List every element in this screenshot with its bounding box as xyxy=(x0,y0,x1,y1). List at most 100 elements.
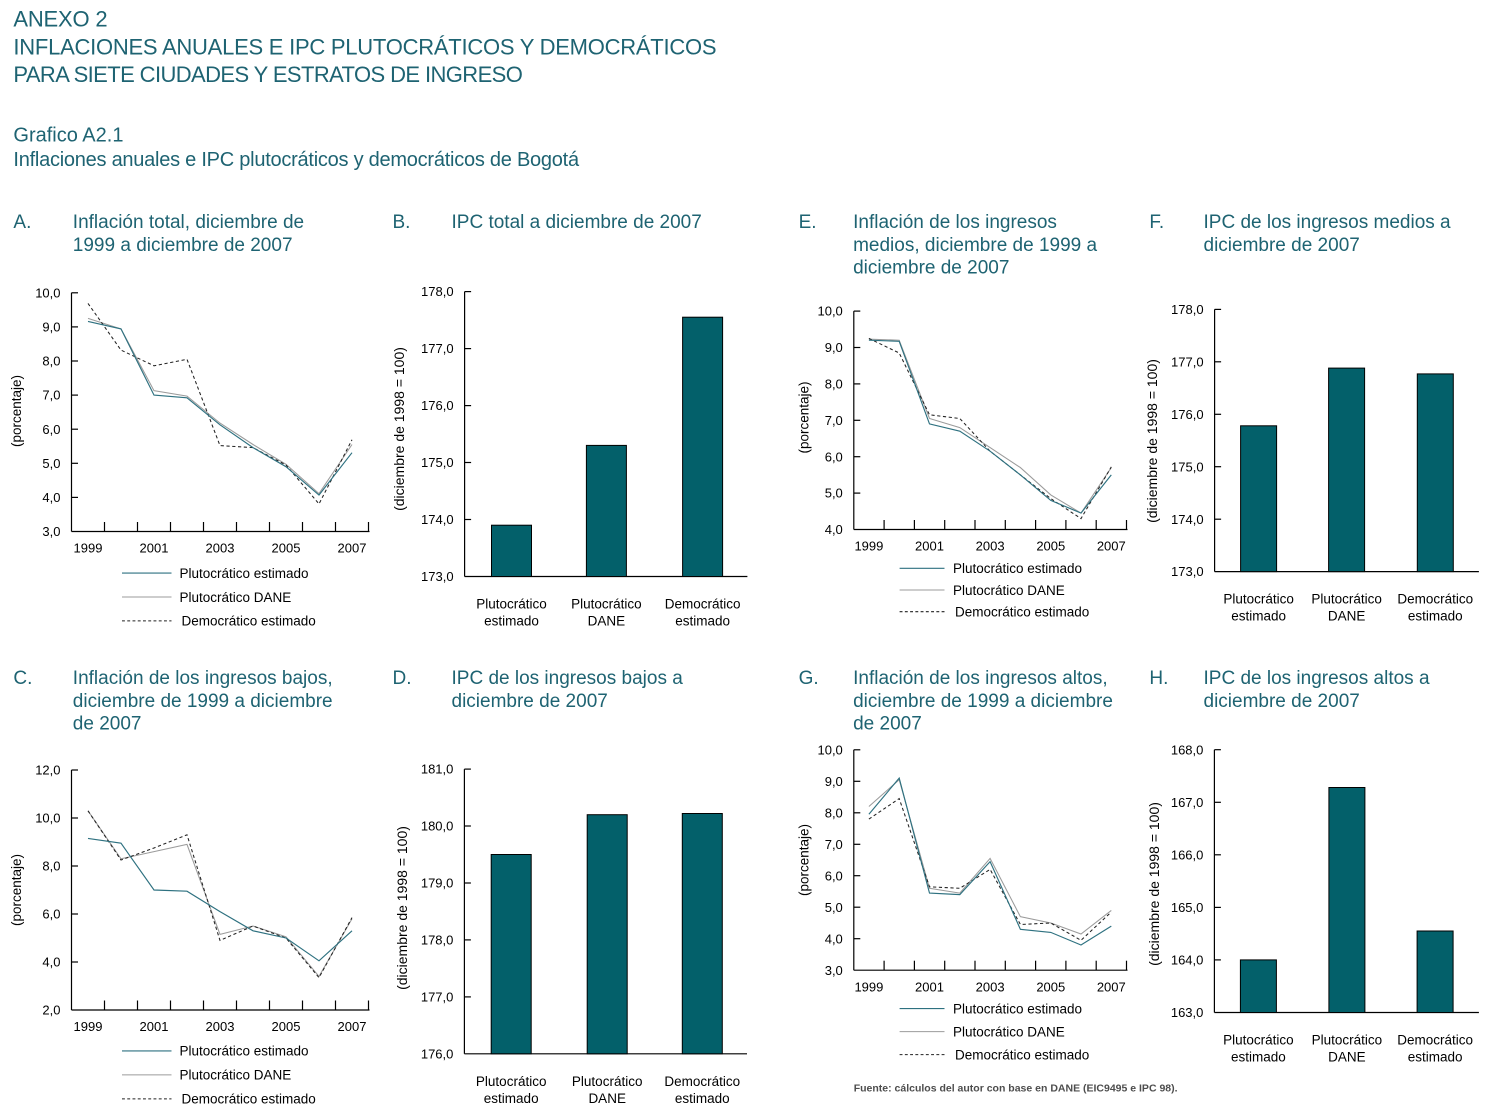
svg-text:5,0: 5,0 xyxy=(825,900,843,915)
svg-text:173,0: 173,0 xyxy=(421,569,454,584)
svg-text:diciembre de 1999 a diciembre: diciembre de 1999 a diciembre xyxy=(73,691,333,712)
svg-text:174,0: 174,0 xyxy=(421,512,454,527)
svg-text:2007: 2007 xyxy=(1097,979,1126,994)
svg-text:176,0: 176,0 xyxy=(421,1046,454,1061)
svg-text:2001: 2001 xyxy=(140,1019,169,1034)
svg-text:(diciembre de 1998 = 100): (diciembre de 1998 = 100) xyxy=(391,347,407,511)
svg-text:C.: C. xyxy=(13,668,32,689)
svg-text:Inflación total, diciembre de: Inflación total, diciembre de xyxy=(73,212,304,233)
svg-text:diciembre de 2007: diciembre de 2007 xyxy=(853,258,1009,279)
svg-text:Plutocrático DANE: Plutocrático DANE xyxy=(180,590,292,605)
svg-text:8,0: 8,0 xyxy=(42,354,60,369)
svg-text:5,0: 5,0 xyxy=(42,456,60,471)
svg-text:9,0: 9,0 xyxy=(825,774,843,789)
svg-text:1999: 1999 xyxy=(74,1019,103,1034)
svg-text:(porcentaje): (porcentaje) xyxy=(9,854,24,926)
svg-text:165,0: 165,0 xyxy=(1171,900,1204,915)
svg-text:de 2007: de 2007 xyxy=(853,714,922,735)
svg-text:8,0: 8,0 xyxy=(42,859,60,874)
svg-text:IPC total a diciembre de 2007: IPC total a diciembre de 2007 xyxy=(452,212,702,233)
svg-text:DANE: DANE xyxy=(1328,609,1366,624)
svg-text:9,0: 9,0 xyxy=(825,340,843,355)
svg-text:1999: 1999 xyxy=(854,979,883,994)
svg-text:2005: 2005 xyxy=(1036,539,1065,554)
svg-text:2007: 2007 xyxy=(1097,539,1126,554)
svg-text:Plutocrático: Plutocrático xyxy=(1311,592,1382,607)
svg-text:E.: E. xyxy=(799,212,817,233)
svg-text:diciembre de 2007: diciembre de 2007 xyxy=(1204,235,1360,256)
svg-text:164,0: 164,0 xyxy=(1171,953,1204,968)
svg-text:2003: 2003 xyxy=(206,1019,235,1034)
svg-text:176,0: 176,0 xyxy=(1171,407,1204,422)
svg-text:Plutocrático estimado: Plutocrático estimado xyxy=(953,561,1082,576)
svg-text:Plutocrático DANE: Plutocrático DANE xyxy=(953,583,1065,598)
svg-text:de 2007: de 2007 xyxy=(73,714,142,735)
svg-text:163,0: 163,0 xyxy=(1171,1005,1204,1020)
svg-text:diciembre de 2007: diciembre de 2007 xyxy=(1204,691,1360,712)
svg-text:Inflaciones anuales e IPC plut: Inflaciones anuales e IPC plutocráticos … xyxy=(13,149,580,171)
svg-text:167,0: 167,0 xyxy=(1171,795,1204,810)
svg-text:H.: H. xyxy=(1149,668,1168,689)
svg-text:6,0: 6,0 xyxy=(825,449,843,464)
svg-text:DANE: DANE xyxy=(588,1091,626,1106)
svg-text:2003: 2003 xyxy=(976,539,1005,554)
svg-text:178,0: 178,0 xyxy=(1171,302,1204,317)
svg-text:Plutocrático: Plutocrático xyxy=(476,1074,547,1089)
svg-text:A.: A. xyxy=(13,212,31,233)
svg-text:2001: 2001 xyxy=(140,541,169,556)
svg-text:estimado: estimado xyxy=(675,613,730,628)
svg-text:IPC de los ingresos altos a: IPC de los ingresos altos a xyxy=(1204,668,1430,689)
svg-text:1999: 1999 xyxy=(74,541,103,556)
svg-text:6,0: 6,0 xyxy=(42,422,60,437)
svg-text:Plutocrático: Plutocrático xyxy=(476,596,547,611)
svg-text:Democrático: Democrático xyxy=(665,596,741,611)
svg-text:estimado: estimado xyxy=(484,613,539,628)
svg-text:Grafico A2.1: Grafico A2.1 xyxy=(13,124,123,146)
svg-text:Inflación de los ingresos bajo: Inflación de los ingresos bajos, xyxy=(73,668,333,689)
svg-text:Democrático estimado: Democrático estimado xyxy=(955,605,1089,620)
svg-text:INFLACIONES ANUALES E IPC PLUT: INFLACIONES ANUALES E IPC PLUTOCRÁTICOS … xyxy=(13,35,716,60)
svg-text:Democrático: Democrático xyxy=(664,1074,740,1089)
svg-text:Plutocrático: Plutocrático xyxy=(571,596,642,611)
svg-text:estimado: estimado xyxy=(1408,609,1463,624)
svg-text:Democrático estimado: Democrático estimado xyxy=(955,1047,1089,1062)
svg-text:Plutocrático estimado: Plutocrático estimado xyxy=(953,1001,1082,1016)
svg-text:PARA SIETE CIUDADES Y ESTRATOS: PARA SIETE CIUDADES Y ESTRATOS DE INGRES… xyxy=(13,62,522,87)
svg-text:6,0: 6,0 xyxy=(825,868,843,883)
svg-text:2005: 2005 xyxy=(272,1019,301,1034)
svg-text:178,0: 178,0 xyxy=(421,933,454,948)
svg-text:10,0: 10,0 xyxy=(35,285,60,300)
svg-text:D.: D. xyxy=(393,668,412,689)
svg-text:Democrático estimado: Democrático estimado xyxy=(182,614,316,629)
svg-text:179,0: 179,0 xyxy=(421,876,454,891)
svg-text:Democrático: Democrático xyxy=(1397,592,1473,607)
svg-text:8,0: 8,0 xyxy=(825,377,843,392)
svg-text:168,0: 168,0 xyxy=(1171,742,1204,757)
svg-text:2001: 2001 xyxy=(915,539,944,554)
svg-text:177,0: 177,0 xyxy=(421,341,454,356)
svg-text:10,0: 10,0 xyxy=(817,742,842,757)
svg-text:6,0: 6,0 xyxy=(42,907,60,922)
svg-text:173,0: 173,0 xyxy=(1171,564,1204,579)
svg-text:2005: 2005 xyxy=(1036,979,1065,994)
svg-text:(diciembre de 1998 = 100): (diciembre de 1998 = 100) xyxy=(1146,802,1162,966)
svg-text:diciembre de 1999 a diciembre: diciembre de 1999 a diciembre xyxy=(853,691,1113,712)
svg-text:2003: 2003 xyxy=(976,979,1005,994)
svg-text:4,0: 4,0 xyxy=(42,490,60,505)
svg-text:B.: B. xyxy=(393,212,411,233)
svg-text:3,0: 3,0 xyxy=(42,524,60,539)
svg-text:166,0: 166,0 xyxy=(1171,847,1204,862)
svg-text:7,0: 7,0 xyxy=(825,413,843,428)
svg-text:178,0: 178,0 xyxy=(421,284,454,299)
svg-text:G.: G. xyxy=(799,668,819,689)
svg-text:DANE: DANE xyxy=(588,613,626,628)
svg-text:IPC de los ingresos bajos a: IPC de los ingresos bajos a xyxy=(452,668,684,689)
svg-text:2007: 2007 xyxy=(338,1019,367,1034)
svg-text:estimado: estimado xyxy=(484,1091,539,1106)
svg-text:2001: 2001 xyxy=(915,979,944,994)
svg-text:175,0: 175,0 xyxy=(1171,459,1204,474)
svg-text:estimado: estimado xyxy=(675,1091,730,1106)
svg-text:Plutocrático: Plutocrático xyxy=(1312,1032,1383,1047)
svg-text:Democrático estimado: Democrático estimado xyxy=(182,1092,316,1107)
svg-text:2003: 2003 xyxy=(206,541,235,556)
